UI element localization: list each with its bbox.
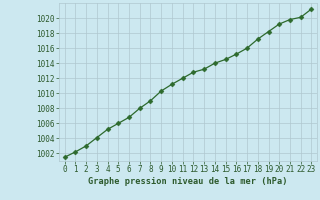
X-axis label: Graphe pression niveau de la mer (hPa): Graphe pression niveau de la mer (hPa) [88,177,288,186]
